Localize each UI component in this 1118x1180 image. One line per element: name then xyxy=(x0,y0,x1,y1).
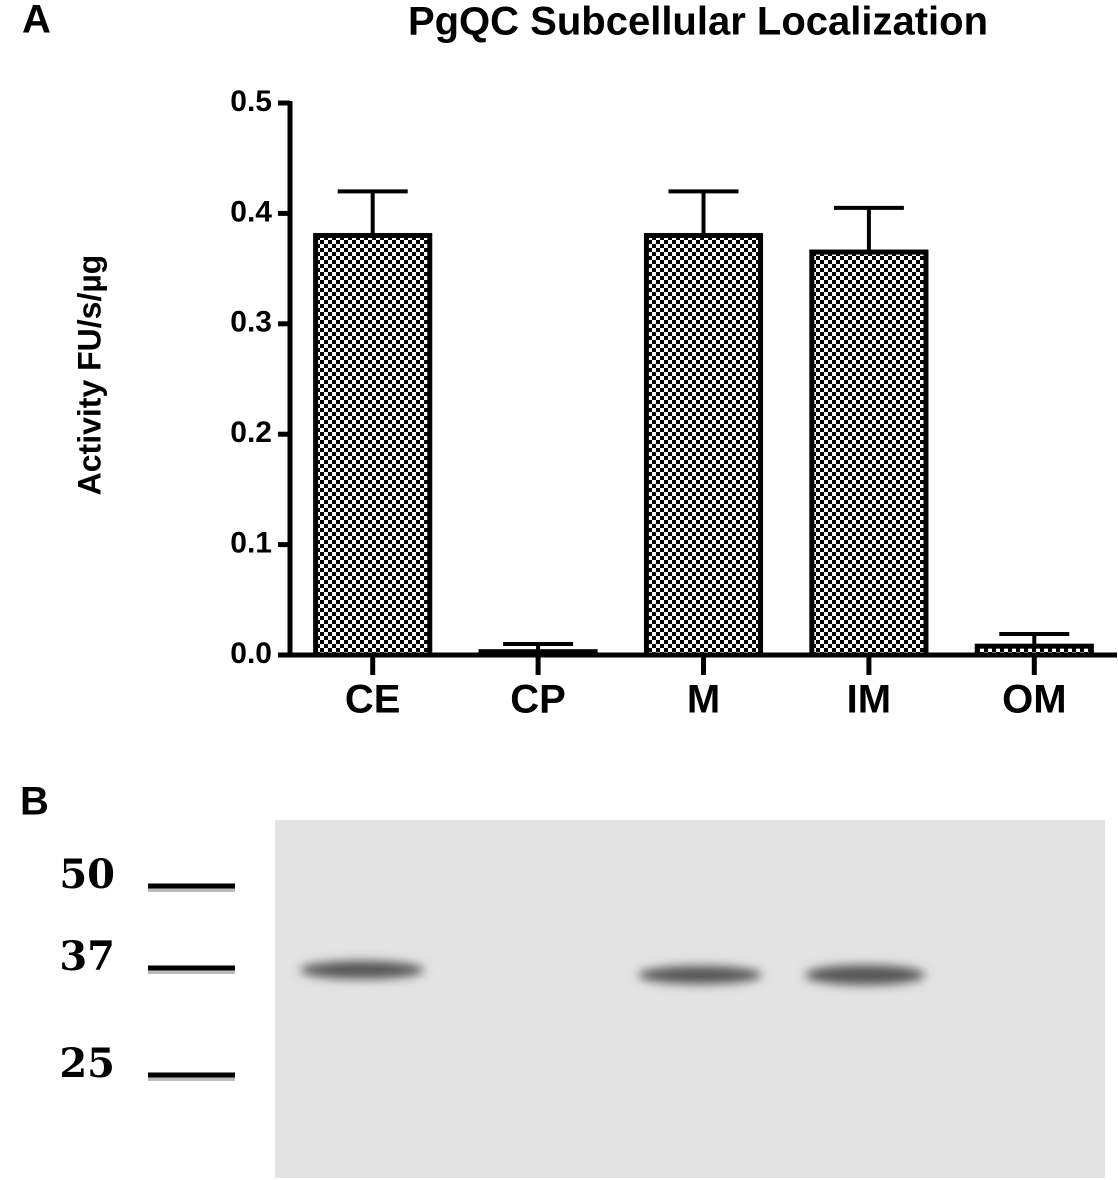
bar xyxy=(643,232,764,658)
blot-membrane xyxy=(275,820,1105,1178)
y-tick-label: 0.2 xyxy=(230,416,272,449)
band xyxy=(805,965,925,985)
marker-label: 50 xyxy=(59,851,115,898)
bar xyxy=(974,643,1094,658)
x-tick-label: CP xyxy=(510,678,566,722)
x-tick-label: IM xyxy=(847,678,891,722)
blot-bands xyxy=(300,961,925,985)
y-tick-label: 0.1 xyxy=(230,527,272,560)
y-tick-label: 0.0 xyxy=(230,637,272,670)
x-tick-label: OM xyxy=(1002,678,1066,722)
western-blot xyxy=(275,820,1105,1178)
bar xyxy=(313,232,433,658)
bar xyxy=(809,249,929,658)
x-tick-label: M xyxy=(687,678,720,722)
band xyxy=(638,966,762,984)
x-tick-label: CE xyxy=(345,678,401,722)
panel-label: A xyxy=(22,0,51,42)
bar xyxy=(478,649,598,658)
y-tick-label: 0.4 xyxy=(230,195,272,228)
y-axis-label: Activity FU/s/µg xyxy=(71,255,107,496)
band xyxy=(300,961,424,979)
chart-title: PgQC Subcellular Localization xyxy=(408,0,988,44)
panel-label: B xyxy=(20,780,49,824)
y-tick-label: 0.5 xyxy=(230,85,272,118)
y-tick-label: 0.3 xyxy=(230,306,272,339)
marker-label: 37 xyxy=(59,933,115,980)
marker-label: 25 xyxy=(59,1040,115,1087)
